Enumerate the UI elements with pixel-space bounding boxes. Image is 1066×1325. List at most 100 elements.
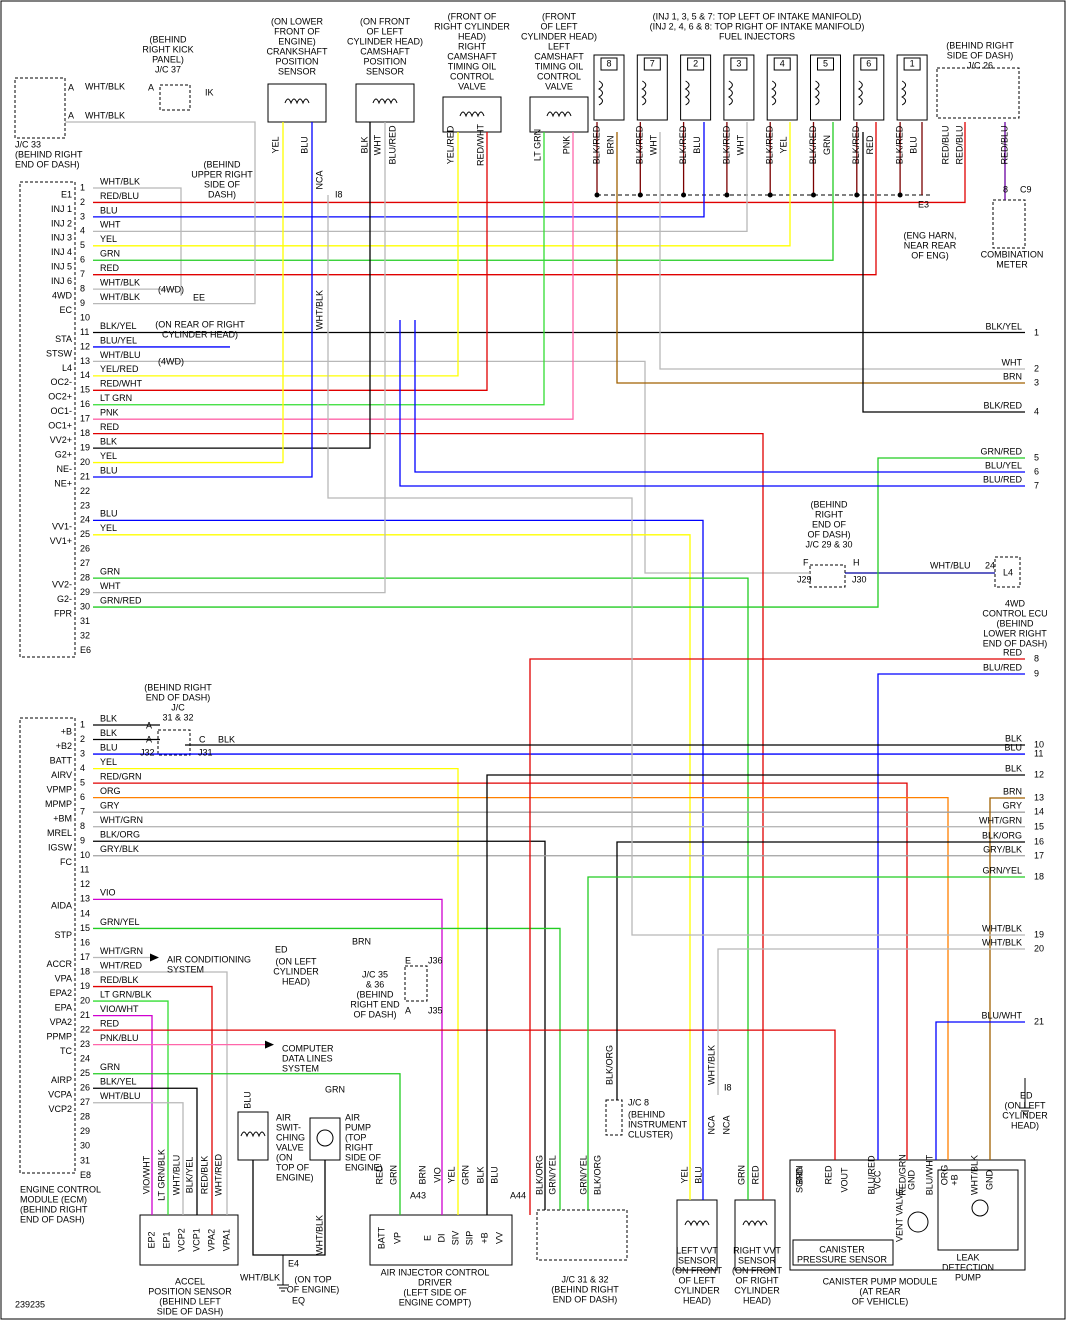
- label: ENGINE COMPT): [399, 1297, 472, 1307]
- pin-name: FC: [60, 857, 72, 867]
- injector-box: [853, 54, 885, 121]
- wire-tag: ORG: [939, 1165, 949, 1186]
- wire: [93, 132, 488, 391]
- wire-color: WHT/BLK: [100, 176, 140, 186]
- wire-tag: VIO: [432, 1167, 442, 1183]
- wire-color: LT GRN/BLK: [100, 989, 152, 999]
- label: CAMSHAFT: [360, 46, 410, 56]
- label: (FRONT OF: [448, 11, 497, 21]
- pin-name: OC2+: [48, 392, 72, 402]
- pin-name: OC2-: [50, 377, 72, 387]
- label: OF ENG): [911, 250, 949, 260]
- tag: E4: [288, 1258, 299, 1268]
- coil: [546, 111, 572, 118]
- pin-number: 31: [80, 1155, 90, 1165]
- wire-tag: BLK/ORG: [592, 1155, 602, 1195]
- injector-number-box: [687, 57, 705, 71]
- pin-number: 25: [80, 529, 90, 539]
- wire-color: BLK/YEL: [100, 1077, 137, 1087]
- pin-number: 12: [80, 341, 90, 351]
- label: LOWER RIGHT: [983, 628, 1047, 638]
- pin-name: 4WD: [52, 291, 73, 301]
- wire-tag: BLU: [693, 1166, 703, 1184]
- wire-tag: RED/GRN: [897, 1154, 907, 1196]
- pin-label: VCP1: [191, 1228, 201, 1252]
- wire-color: BLU: [100, 465, 118, 475]
- wire-tag: RED/BLK: [199, 1156, 209, 1195]
- injector-number-box: [730, 57, 748, 71]
- wire-tag: YEL: [446, 1166, 456, 1183]
- label: OF RIGHT: [736, 1275, 779, 1285]
- wire: [93, 432, 764, 1200]
- wire: [93, 122, 834, 261]
- pin-number: 5: [80, 777, 85, 787]
- pin-name: ACCR: [46, 959, 72, 969]
- label: CLUSTER): [628, 1129, 673, 1139]
- pin-number: 12: [80, 879, 90, 889]
- label: END OF DASH): [553, 1294, 618, 1304]
- label: HEAD): [458, 31, 486, 41]
- pin-name: AIRP: [51, 1075, 72, 1085]
- tag: C: [199, 734, 206, 744]
- wire-color: RED: [100, 1019, 120, 1029]
- wire: [93, 577, 749, 1200]
- label: SYSTEM: [167, 964, 204, 974]
- wire-tag: BLU/RED: [387, 125, 397, 165]
- label: SIDE OF: [345, 1152, 382, 1162]
- pin-number: 23: [80, 1039, 90, 1049]
- label: CRANKSHAFT: [266, 46, 328, 56]
- wire-color: PNK: [100, 408, 119, 418]
- injector-number: 6: [866, 58, 871, 68]
- tag: ED: [275, 944, 288, 954]
- pin-number: 11: [80, 327, 89, 337]
- wire-color: YEL: [100, 757, 117, 767]
- wire-color: WHT/GRN: [100, 815, 143, 825]
- wire: [399, 320, 1025, 487]
- wire-tag: GRN: [388, 1165, 398, 1185]
- wire-number: 18: [1034, 871, 1044, 881]
- wire-color: BLU/YEL: [985, 460, 1022, 470]
- label: VALVE: [545, 81, 573, 91]
- wire-number: 6: [1034, 466, 1039, 476]
- wire: [93, 797, 949, 1160]
- wire-tag: BLK/RED: [721, 125, 731, 164]
- wire-number: 11: [1034, 748, 1043, 758]
- label: LEFT VVT: [676, 1245, 718, 1255]
- tag: (4WD): [158, 356, 184, 366]
- connector-outline: [19, 717, 76, 1174]
- tag: A: [146, 720, 152, 730]
- wire: [93, 1014, 153, 1215]
- label: (BEHIND RIGHT: [144, 682, 212, 692]
- label: J/C 35: [362, 969, 388, 979]
- tag: WHT/BLK: [240, 1272, 280, 1282]
- wire-tag: GRN: [460, 1165, 470, 1185]
- wire-number: 10: [1034, 739, 1044, 749]
- injector-number: 1: [910, 58, 915, 68]
- wire: [65, 121, 256, 305]
- label: PUMP: [955, 1272, 981, 1282]
- wire-color: BLK/YEL: [985, 321, 1022, 331]
- wire: [93, 122, 748, 233]
- label: DETECTION: [942, 1262, 994, 1272]
- label: POSITION: [363, 56, 406, 66]
- pin-name: BATT: [50, 755, 73, 765]
- pin-number: 8: [80, 821, 85, 831]
- injector-number-box: [817, 57, 834, 71]
- label: COMPUTER: [282, 1043, 334, 1053]
- label: 239235: [15, 1299, 45, 1309]
- wire-number: 12: [1034, 769, 1044, 779]
- pin-number: 2: [80, 197, 85, 207]
- wire-tag: RED/BLU: [999, 125, 1009, 164]
- label: SYSTEM: [282, 1063, 319, 1073]
- label: CHING: [276, 1132, 305, 1142]
- label: LEAK: [956, 1252, 979, 1262]
- wire-tag: WHT/BLK: [314, 290, 324, 330]
- wire-color: BLK: [100, 728, 117, 738]
- connector-outline: [404, 965, 428, 1002]
- pin-number: 14: [80, 370, 90, 380]
- label: AIR: [345, 1112, 361, 1122]
- pin-name: INJ 3: [51, 233, 72, 243]
- tag: IK: [205, 87, 214, 97]
- pin-name: G2+: [55, 449, 72, 459]
- pin-name: TC: [60, 1046, 72, 1056]
